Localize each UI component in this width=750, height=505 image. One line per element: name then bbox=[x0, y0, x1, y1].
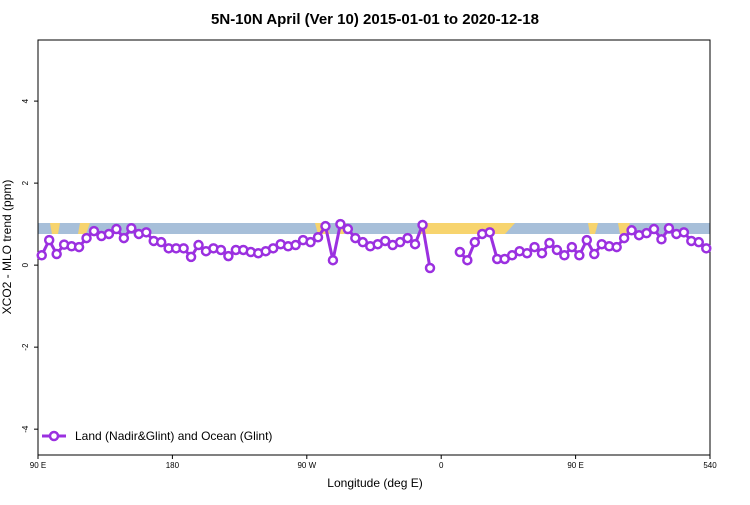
data-point bbox=[305, 236, 316, 248]
data-point bbox=[402, 232, 413, 244]
data-point bbox=[574, 250, 585, 261]
data-point bbox=[335, 218, 346, 230]
data-point bbox=[155, 236, 167, 248]
legend-label: Land (Nadir&Glint) and Ocean (Glint) bbox=[75, 429, 272, 443]
data-point bbox=[43, 234, 55, 246]
x-axis-label: Longitude (deg E) bbox=[327, 476, 422, 490]
data-point bbox=[118, 232, 130, 244]
data-point bbox=[656, 234, 667, 245]
data-point bbox=[551, 244, 563, 256]
data-point bbox=[484, 227, 495, 238]
data-point bbox=[379, 235, 391, 247]
data-point bbox=[178, 243, 189, 254]
data-point bbox=[320, 220, 331, 232]
data-point bbox=[126, 222, 137, 234]
y-axis-label: XCO2 - MLO trend (ppm) bbox=[0, 180, 14, 315]
data-point bbox=[589, 248, 600, 260]
data-point bbox=[544, 237, 555, 249]
chart-title: 5N-10N April (Ver 10) 2015-01-01 to 2020… bbox=[211, 11, 539, 28]
data-point bbox=[103, 228, 115, 240]
y-tick-label: -2 bbox=[21, 343, 30, 351]
data-point bbox=[350, 232, 361, 244]
x-tick-label: 90 E bbox=[30, 461, 46, 470]
data-point bbox=[417, 219, 428, 231]
data-point bbox=[611, 241, 622, 253]
data-point bbox=[342, 223, 354, 235]
data-point bbox=[36, 250, 47, 261]
data-point bbox=[312, 231, 324, 243]
data-point bbox=[51, 248, 62, 260]
data-point bbox=[618, 232, 630, 244]
legend-marker bbox=[48, 430, 60, 442]
data-point bbox=[223, 250, 234, 262]
data-point bbox=[469, 236, 481, 248]
x-tick-label: 540 bbox=[703, 461, 717, 470]
y-tick-label: 4 bbox=[21, 98, 30, 103]
data-point bbox=[506, 250, 518, 261]
data-point bbox=[641, 227, 652, 239]
data-point bbox=[454, 246, 466, 258]
data-point bbox=[81, 232, 92, 244]
data-point bbox=[111, 223, 122, 235]
data-point bbox=[424, 262, 436, 274]
data-point bbox=[678, 227, 690, 238]
data-point bbox=[566, 241, 578, 253]
data-point bbox=[462, 254, 473, 266]
data-point bbox=[73, 241, 85, 253]
data-point bbox=[521, 247, 533, 259]
data-point bbox=[185, 251, 197, 263]
data-point bbox=[193, 239, 204, 251]
data-point bbox=[394, 236, 406, 248]
x-tick-label: 90 W bbox=[297, 461, 316, 470]
x-tick-label: 90 E bbox=[567, 461, 583, 470]
y-tick-label: 2 bbox=[21, 180, 30, 185]
legend: Land (Nadir&Glint) and Ocean (Glint) bbox=[42, 429, 272, 443]
data-point bbox=[626, 225, 637, 236]
data-point bbox=[215, 244, 227, 256]
data-point bbox=[536, 247, 548, 259]
data-point bbox=[529, 241, 540, 253]
land-patch bbox=[588, 223, 598, 234]
land-patch bbox=[418, 223, 515, 234]
data-point bbox=[290, 239, 301, 251]
data-point bbox=[693, 236, 705, 248]
data-point bbox=[581, 234, 593, 246]
ocean-band bbox=[38, 223, 710, 234]
data-point bbox=[663, 222, 675, 234]
data-point bbox=[409, 238, 421, 250]
data-point bbox=[267, 243, 279, 254]
land-patch bbox=[50, 223, 60, 234]
y-tick-label: -4 bbox=[21, 425, 30, 433]
x-tick-label: 0 bbox=[439, 461, 444, 470]
data-point bbox=[357, 236, 369, 248]
data-point bbox=[88, 225, 100, 237]
data-point bbox=[701, 243, 712, 254]
data-point bbox=[327, 254, 339, 266]
data-point bbox=[648, 223, 660, 235]
x-tick-label: 180 bbox=[166, 461, 180, 470]
y-tick-label: 0 bbox=[21, 262, 30, 267]
land-patch bbox=[78, 223, 90, 234]
data-point bbox=[141, 227, 152, 238]
data-point bbox=[559, 250, 570, 261]
